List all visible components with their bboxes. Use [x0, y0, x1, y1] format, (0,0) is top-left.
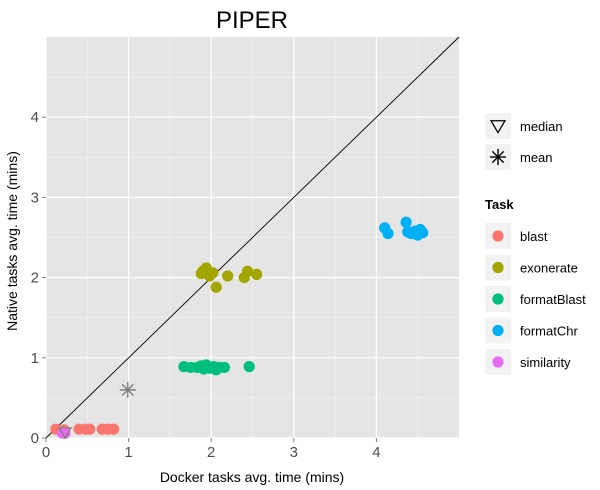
x-tick-label: 4: [372, 444, 380, 461]
point-blast: [84, 423, 96, 435]
summary-markers: [57, 381, 136, 440]
point-blast: [108, 423, 120, 435]
x-axis: 0 1 2 3 4: [42, 438, 381, 461]
point-formatChr: [417, 227, 429, 239]
plot-area: [45, 36, 460, 440]
legend-label-mean: mean: [520, 150, 553, 165]
y-tick-label: 1: [31, 350, 39, 367]
point-formatChr: [400, 216, 412, 228]
x-tick-label: 3: [290, 444, 298, 461]
y-tick-label: 2: [31, 270, 39, 287]
legend-median-icon: [489, 120, 507, 134]
legend-label-blast: blast: [520, 229, 548, 244]
legend-swatch-blast: [492, 230, 504, 242]
point-exonerate: [197, 265, 209, 277]
point-formatChr: [382, 227, 394, 240]
legend-swatch-formatBlast: [492, 293, 504, 305]
legend-mean-icon: [490, 149, 506, 165]
point-exonerate: [207, 267, 219, 279]
x-tick-label: 2: [207, 444, 215, 461]
x-tick-label: 0: [42, 444, 50, 461]
x-tick-label: 1: [124, 444, 132, 461]
y-axis: 0 1 2 3 4: [31, 109, 46, 447]
legend-label-formatChr: formatChr: [520, 324, 578, 339]
legend-swatch-similarity: [492, 356, 504, 368]
legend-label-similarity: similarity: [520, 355, 571, 370]
x-axis-title: Docker tasks avg. time (mins): [160, 469, 344, 485]
median-marker: [57, 427, 73, 440]
chart-title: PIPER: [216, 7, 288, 34]
legend-label-median: median: [520, 119, 563, 134]
y-axis-title: Native tasks avg. time (mins): [4, 151, 20, 331]
symbol-legend: median mean: [485, 113, 563, 170]
point-exonerate: [251, 268, 263, 280]
mean-marker: [119, 381, 136, 398]
point-formatBlast: [243, 361, 255, 373]
y-tick-label: 3: [31, 189, 39, 206]
legend-title: Task: [485, 197, 514, 212]
legend-label-formatBlast: formatBlast: [520, 292, 586, 307]
mean-marker-stroke: [121, 383, 134, 397]
point-formatBlast: [218, 361, 231, 374]
identity-reference-line: [45, 36, 460, 439]
point-exonerate: [241, 265, 254, 277]
legend-mean-icon-stroke: [491, 150, 505, 164]
legend-label-exonerate: exonerate: [520, 261, 578, 276]
point-similarity: [59, 427, 71, 439]
point-exonerate: [210, 281, 222, 293]
grid-major: [45, 37, 459, 439]
task-legend: Task blast exonerate formatBlast formatChr s…: [485, 197, 586, 375]
legend-key-background: [485, 113, 511, 139]
legend-swatch-exonerate: [492, 261, 504, 274]
y-tick-label: 0: [31, 430, 39, 447]
legend-swatch-formatChr: [492, 324, 504, 337]
point-exonerate: [222, 270, 234, 282]
data-points: [50, 216, 429, 439]
y-tick-label: 4: [31, 109, 39, 126]
